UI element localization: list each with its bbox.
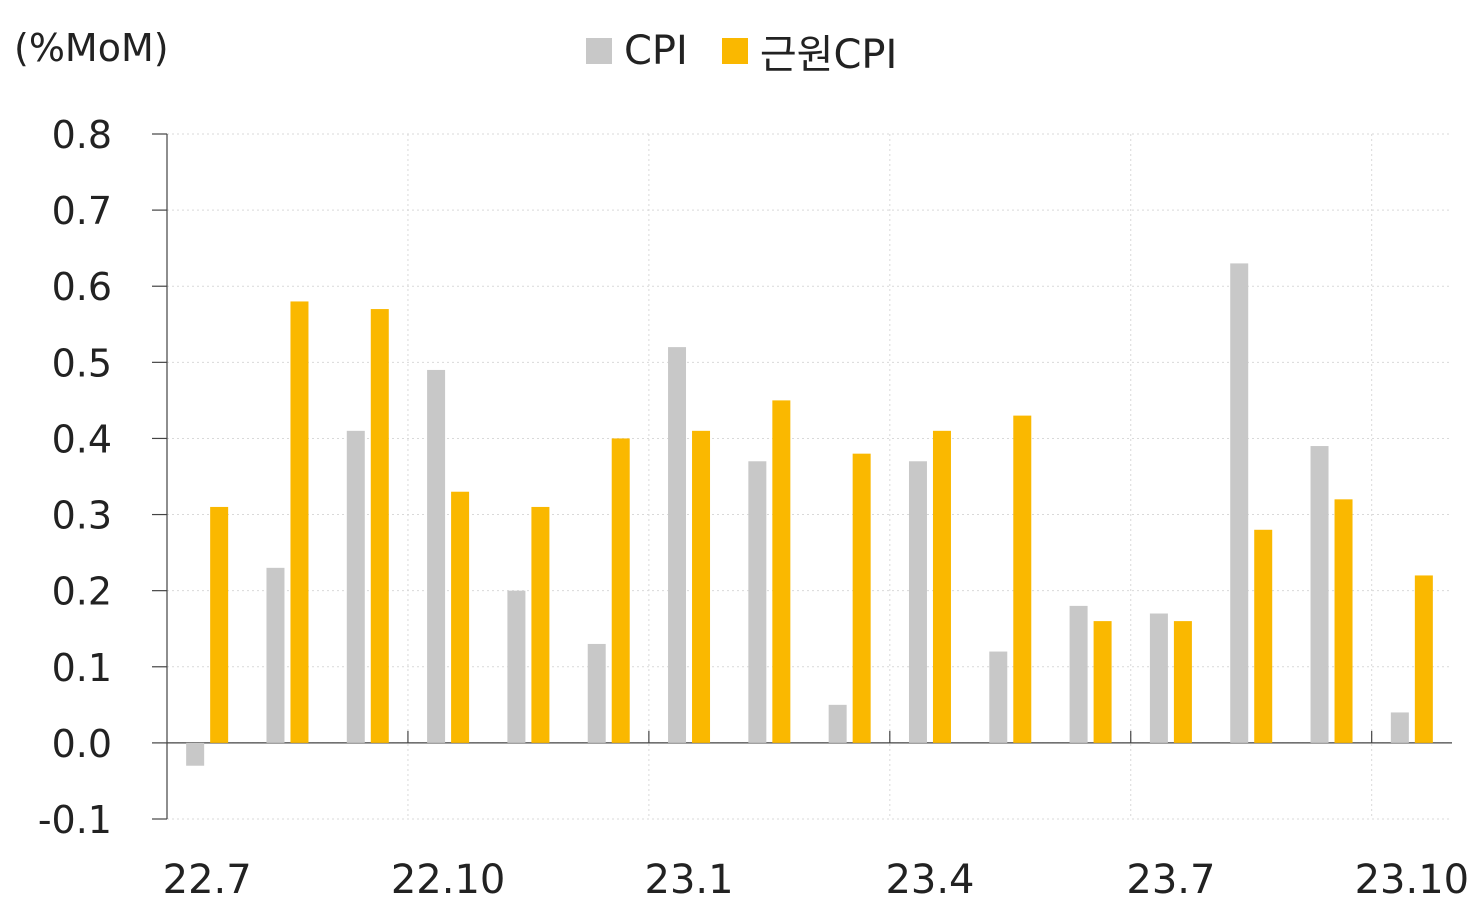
- x-tick-label: 23.4: [885, 857, 974, 903]
- y-tick-label: 0.7: [52, 189, 112, 233]
- bar-cpi: [748, 461, 767, 743]
- bar-core-cpi: [531, 506, 550, 743]
- bar-core-cpi: [1254, 529, 1273, 743]
- bar-core-cpi: [852, 453, 871, 743]
- bar-core-cpi: [290, 301, 309, 743]
- bar-core-cpi: [1013, 415, 1032, 743]
- legend-swatch-cpi: [586, 38, 612, 64]
- legend-label-cpi: CPI: [624, 28, 688, 74]
- y-tick-label: 0.2: [52, 570, 112, 614]
- legend-item-core-cpi: 근원CPI: [721, 22, 898, 80]
- y-tick-label: 0.8: [52, 113, 112, 157]
- bar-cpi: [186, 742, 205, 766]
- bar-cpi: [266, 567, 285, 743]
- x-tick-label: 22.7: [163, 857, 252, 903]
- bar-cpi: [1390, 712, 1409, 743]
- x-tick-label: 22.10: [391, 857, 506, 903]
- bar-core-cpi: [1173, 621, 1192, 743]
- bar-cpi: [587, 643, 606, 743]
- x-tick-label: 23.1: [645, 857, 734, 903]
- y-axis-unit-label: (%MoM): [14, 26, 169, 70]
- y-tick-label: 0.6: [52, 265, 112, 309]
- bar-core-cpi: [932, 430, 951, 743]
- y-tick-label: 0.1: [52, 646, 112, 690]
- bar-cpi: [828, 704, 847, 743]
- bar-cpi: [427, 369, 446, 743]
- x-tick-label: 23.10: [1355, 857, 1470, 903]
- bar-cpi: [989, 651, 1008, 743]
- bar-core-cpi: [1093, 621, 1112, 743]
- bar-core-cpi: [1414, 575, 1433, 743]
- bar-cpi: [1310, 446, 1329, 743]
- bar-core-cpi: [451, 491, 470, 743]
- bar-cpi: [668, 347, 687, 743]
- bar-cpi: [1149, 613, 1168, 743]
- bar-cpi: [507, 590, 526, 743]
- bar-cpi: [346, 430, 365, 743]
- bar-core-cpi: [370, 309, 389, 743]
- bar-core-cpi: [611, 438, 630, 743]
- bar-core-cpi: [210, 506, 229, 743]
- y-tick-label: 0.0: [52, 722, 112, 766]
- y-tick-label: 0.4: [52, 417, 112, 461]
- y-tick-label: -0.1: [38, 798, 112, 842]
- bar-core-cpi: [772, 400, 791, 743]
- bar-cpi: [1230, 263, 1249, 743]
- bar-cpi: [1069, 605, 1088, 743]
- legend-item-cpi: CPI: [586, 28, 688, 74]
- legend-swatch-core-cpi: [721, 38, 748, 64]
- y-tick-label: 0.5: [52, 341, 112, 385]
- bar-core-cpi: [692, 430, 711, 743]
- bar-cpi: [908, 461, 927, 743]
- legend-label-core-cpi: 근원CPI: [759, 32, 898, 78]
- chart-legend: CPI 근원CPI: [586, 22, 931, 80]
- y-tick-label: 0.3: [52, 494, 112, 538]
- x-tick-label: 23.7: [1126, 857, 1215, 903]
- bar-core-cpi: [1334, 499, 1353, 743]
